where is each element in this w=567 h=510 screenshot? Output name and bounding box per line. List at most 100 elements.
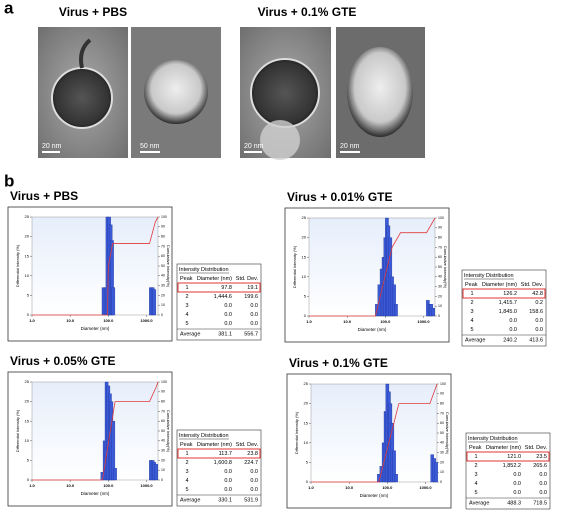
table-cell: 42.8 bbox=[532, 291, 543, 297]
table-cell: 121.0 bbox=[507, 454, 521, 460]
cumulative-line bbox=[32, 381, 159, 481]
y2-tick-label: 20 bbox=[440, 460, 444, 464]
y-tick-label: 25 bbox=[25, 214, 30, 219]
chart-title: Virus + 0.01% GTE bbox=[287, 190, 393, 204]
x-tick-label: 100.0 bbox=[103, 483, 114, 488]
y-tick-label: 0 bbox=[304, 313, 307, 318]
y2-tick-label: 10 bbox=[161, 303, 165, 307]
panel-title: Virus + 0.1% GTE bbox=[258, 5, 357, 19]
table-cell: 2 bbox=[474, 463, 477, 469]
table-footer: 330.1 bbox=[218, 497, 232, 503]
row-highlight bbox=[177, 282, 261, 293]
table-header: Peak bbox=[469, 445, 482, 451]
distribution-table: Intensity Distribution Peak Diameter (nm) S… bbox=[176, 429, 262, 507]
y2-tick-label: 0 bbox=[438, 314, 440, 318]
x-tick-label: 1000.0 bbox=[417, 319, 430, 324]
y2-tick-label: 0 bbox=[440, 480, 442, 484]
x-tick-label: 10.0 bbox=[66, 483, 75, 488]
y-tick-label: 25 bbox=[304, 381, 309, 386]
table-cell: 1 bbox=[185, 285, 188, 291]
scale-bar-label: 20 nm bbox=[244, 143, 264, 150]
table-cell: 0.0 bbox=[224, 478, 232, 484]
panel-label: a bbox=[4, 0, 14, 17]
table-footer: 531.9 bbox=[244, 497, 258, 503]
cumulative-line bbox=[309, 217, 436, 317]
y-tick-label: 20 bbox=[25, 399, 30, 404]
table-header: Peak bbox=[180, 276, 193, 282]
y2-tick-label: 40 bbox=[161, 439, 165, 443]
distribution-table: Intensity Distribution Peak Diameter (nm) S… bbox=[461, 269, 547, 347]
y2-tick-label: 20 bbox=[438, 294, 442, 298]
table-cell: 2 bbox=[185, 294, 188, 300]
table-cell: 0.0 bbox=[539, 472, 547, 478]
y2-axis-label: Cumulative Intensity(%) bbox=[166, 245, 171, 288]
table-cell: 0.0 bbox=[509, 318, 517, 324]
row-highlight bbox=[466, 451, 550, 462]
y2-tick-label: 80 bbox=[440, 402, 444, 406]
x-tick-label: 1.0 bbox=[308, 485, 314, 490]
y2-tick-label: 10 bbox=[438, 304, 442, 308]
y2-tick-label: 40 bbox=[438, 275, 442, 279]
x-axis-label: Diameter (nm) bbox=[81, 326, 110, 331]
y2-tick-label: 60 bbox=[440, 421, 444, 425]
table-cell: 1 bbox=[474, 454, 477, 460]
y-tick-label: 25 bbox=[302, 215, 307, 220]
y2-tick-label: 90 bbox=[161, 225, 165, 229]
table-cell: 224.7 bbox=[244, 460, 258, 466]
table-cell: 0.0 bbox=[224, 303, 232, 309]
table-cell: 19.1 bbox=[247, 285, 258, 291]
y2-tick-label: 100 bbox=[161, 380, 167, 384]
y-tick-label: 15 bbox=[302, 254, 307, 259]
y2-tick-label: 20 bbox=[161, 293, 165, 297]
x-tick-label: 10.0 bbox=[343, 319, 352, 324]
y2-tick-label: 50 bbox=[440, 431, 444, 435]
y2-tick-label: 70 bbox=[438, 245, 442, 249]
y-axis-label: Differential Intensity (%) bbox=[15, 244, 20, 287]
table-cell: 158.6 bbox=[529, 309, 543, 315]
y2-tick-label: 10 bbox=[440, 470, 444, 474]
micrograph: 20 nm bbox=[38, 27, 128, 158]
table-cell: 0.0 bbox=[539, 481, 547, 487]
y2-axis-label: Cumulative Intensity(%) bbox=[443, 246, 448, 289]
table-header: Std. Dev. bbox=[521, 282, 544, 288]
table-cell: 3 bbox=[470, 309, 473, 315]
y2-tick-label: 60 bbox=[438, 255, 442, 259]
table-footer: 488.3 bbox=[507, 500, 521, 506]
y-tick-label: 10 bbox=[304, 440, 309, 445]
chart-title: Virus + 0.1% GTE bbox=[289, 356, 388, 370]
table-header: Diameter (nm) bbox=[486, 445, 521, 451]
table-header: Diameter (nm) bbox=[197, 276, 232, 282]
x-tick-label: 1.0 bbox=[29, 318, 35, 323]
table-cell: 2 bbox=[185, 460, 188, 466]
table-cell: 199.6 bbox=[244, 294, 258, 300]
y-tick-label: 5 bbox=[304, 293, 307, 298]
table-cell: 0.0 bbox=[224, 469, 232, 475]
micrograph: 50 nm bbox=[131, 27, 221, 158]
y-tick-label: 15 bbox=[304, 420, 309, 425]
y2-tick-label: 80 bbox=[438, 236, 442, 240]
table-cell: 0.0 bbox=[250, 487, 258, 493]
y2-tick-label: 70 bbox=[440, 411, 444, 415]
y-tick-label: 0 bbox=[27, 312, 30, 317]
row-highlight bbox=[462, 288, 546, 299]
bar bbox=[394, 304, 398, 317]
y-tick-label: 10 bbox=[25, 438, 30, 443]
y2-tick-label: 40 bbox=[161, 274, 165, 278]
table-title: Intensity Distribution bbox=[179, 267, 229, 273]
cumulative-line bbox=[311, 383, 438, 483]
plot-area bbox=[310, 383, 438, 483]
table-header: Diameter (nm) bbox=[482, 282, 517, 288]
table-cell: 3 bbox=[185, 469, 188, 475]
table-cell: 1,852.2 bbox=[503, 463, 521, 469]
chart-title: Virus + 0.05% GTE bbox=[10, 354, 116, 368]
scale-bar-label: 20 nm bbox=[42, 143, 62, 150]
y2-tick-label: 50 bbox=[161, 264, 165, 268]
table-cell: 0.0 bbox=[250, 303, 258, 309]
x-tick-label: 1000.0 bbox=[140, 483, 153, 488]
y-axis-label: Differential Intensity (%) bbox=[15, 409, 20, 452]
x-axis-label: Diameter (nm) bbox=[81, 491, 110, 496]
y-tick-label: 20 bbox=[304, 401, 309, 406]
table-cell: 5 bbox=[470, 327, 473, 333]
y2-tick-label: 80 bbox=[161, 400, 165, 404]
x-tick-label: 10.0 bbox=[66, 318, 75, 323]
